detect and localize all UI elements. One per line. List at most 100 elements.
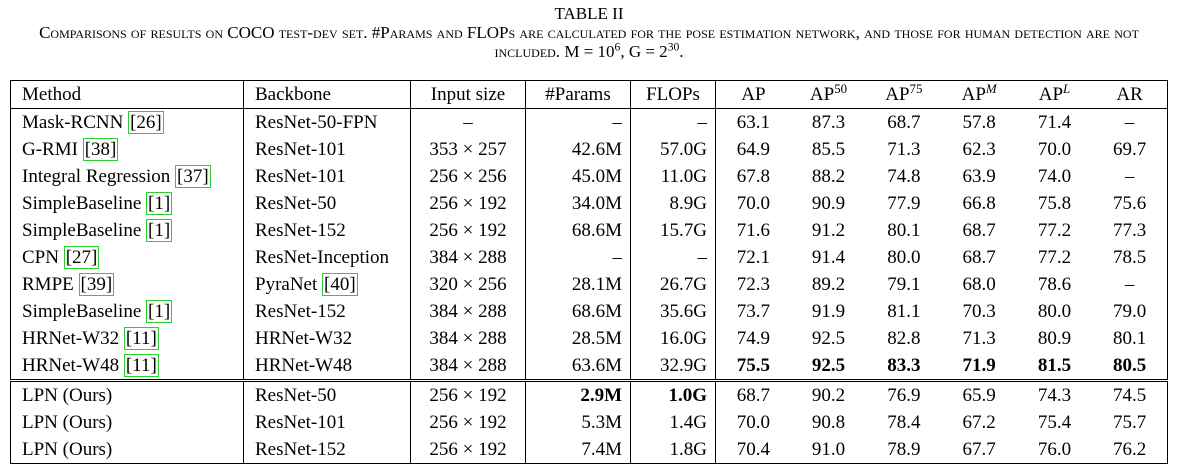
table-cell: ResNet-152 xyxy=(243,436,411,464)
header-cell: Backbone xyxy=(243,80,411,109)
table-cell: 76.2 xyxy=(1112,439,1147,460)
table-cell: 77.2 xyxy=(1037,247,1072,268)
header-superscript: M xyxy=(985,80,997,96)
caption-text: Comparisons of results on COCO test-dev … xyxy=(39,23,1139,61)
table-cell: 85.5 xyxy=(811,139,846,160)
table-cell: 16.0G xyxy=(630,325,716,352)
cell-text: CPN xyxy=(22,247,59,268)
table-cell: ResNet-50-FPN xyxy=(243,108,411,136)
cell-text: SimpleBaseline xyxy=(22,220,142,241)
table-cell: – xyxy=(525,244,631,271)
table-cell: 384 × 288 xyxy=(410,352,526,381)
table-cell: 320 × 256 xyxy=(410,271,526,298)
table-row: HRNet-W32 [11] HRNet-W32 384 × 288 28.5M 16.… xyxy=(10,325,1168,352)
table-cell: 80.1 xyxy=(1112,328,1147,349)
cell-text: G-RMI xyxy=(22,139,78,160)
table-cell: 71.6 xyxy=(736,220,771,241)
table-cell: 67.8 xyxy=(736,166,771,187)
table-cell: 28.1M xyxy=(525,271,631,298)
citation-link: [27] xyxy=(63,246,100,269)
table-cell: 63.9 xyxy=(962,166,996,187)
header-superscript: 75 xyxy=(909,80,923,96)
table-cell: – xyxy=(410,108,526,136)
table-cell: 34.0M xyxy=(525,190,631,217)
cell-text: Integral Regression xyxy=(22,166,171,187)
table-cell: 76.9 xyxy=(866,379,942,409)
header-text: AP xyxy=(741,84,766,105)
table-cell: SimpleBaseline [1] xyxy=(10,298,244,325)
table-cell: 71.4 xyxy=(1037,112,1072,133)
table-cell: 256 × 192 xyxy=(410,190,526,217)
table-cell: HRNet-W32 xyxy=(243,325,411,352)
table-cell: G-RMI [38] xyxy=(10,136,244,163)
table-cell: ResNet-152 xyxy=(243,217,411,244)
table-cell: 62.3 xyxy=(962,139,996,160)
table-cell: 74.5 xyxy=(1092,379,1168,409)
citation-link: [11] xyxy=(123,327,159,350)
table-cell: SimpleBaseline [1] xyxy=(10,190,244,217)
table-cell: 70.0 xyxy=(736,412,771,433)
cell-text: HRNet-W48 xyxy=(22,355,120,376)
table-cell: 57.0G xyxy=(630,136,716,163)
cell-text: SimpleBaseline xyxy=(22,193,142,214)
table-body: Mask-RCNN [26] ResNet-50-FPN – – –63.1 87.3 68… xyxy=(10,108,1168,464)
header-text: FLOPs xyxy=(646,84,700,105)
table-row: LPN (Ours) ResNet-50 256 × 192 2.9M 1.0G 68.7… xyxy=(10,379,1168,409)
table-cell: SimpleBaseline [1] xyxy=(10,217,244,244)
table-cell: 73.7 xyxy=(736,301,771,322)
table-cell: LPN (Ours) xyxy=(10,379,244,409)
table-cell: PyraNet [40] xyxy=(243,271,411,298)
table-cell: HRNet-W48 [11] xyxy=(10,352,244,381)
header-cell: FLOPs xyxy=(630,80,716,109)
header-cell: Method xyxy=(10,80,244,109)
table-cell: 35.6G xyxy=(630,298,716,325)
table-cell: 72.3 xyxy=(736,274,771,295)
table-cell: 88.2 xyxy=(811,166,846,187)
table-cell: 79.0 xyxy=(1112,301,1147,322)
table-cell: 65.9 xyxy=(941,379,1017,409)
table-cell: 68.7 xyxy=(715,379,791,409)
table-cell: ResNet-50 xyxy=(243,379,411,409)
table-cell: 82.8 xyxy=(887,328,921,349)
header-cell: APL xyxy=(1016,80,1093,109)
table-cell: 384 × 288 xyxy=(410,298,526,325)
table-cell: 80.9 xyxy=(1037,328,1072,349)
header-superscript: L xyxy=(1063,80,1071,96)
table-cell: 74.8 xyxy=(887,166,921,187)
results-table: Method Backbone Input size #Params FLOPs AP AP… xyxy=(10,80,1168,464)
citation-link: [1] xyxy=(146,219,173,242)
table-cell: 63.1 xyxy=(736,112,771,133)
table-cell: LPN (Ours) xyxy=(10,436,244,464)
table-cell: 92.5 xyxy=(811,328,846,349)
table-row: HRNet-W48 [11] HRNet-W48 384 × 288 63.6M 32.… xyxy=(10,352,1168,381)
table-cell: 70.0 xyxy=(736,193,771,214)
table-cell: – xyxy=(1124,274,1135,295)
table-row: SimpleBaseline [1] ResNet-50 256 × 192 34.0… xyxy=(10,190,1168,217)
table-cell: 67.2 xyxy=(962,412,996,433)
table-cell: 69.7 xyxy=(1112,139,1147,160)
header-row: Method Backbone Input size #Params FLOPs AP AP… xyxy=(10,80,1168,109)
table-cell: ResNet-101 xyxy=(243,163,411,190)
header-text: AP xyxy=(885,84,910,105)
table-cell: 256 × 192 xyxy=(410,436,526,464)
table-cell: ResNet-152 xyxy=(243,298,411,325)
table-cell: 91.9 xyxy=(811,301,846,322)
table-cell: 5.3M xyxy=(525,409,631,436)
header-cell: AR xyxy=(1092,80,1168,109)
table-cell: 91.0 xyxy=(811,439,846,460)
table-cell: 26.7G xyxy=(630,271,716,298)
table-cell: 70.4 xyxy=(736,439,771,460)
table-cell: CPN [27] xyxy=(10,244,244,271)
citation-link: [39] xyxy=(78,273,115,296)
table-cell: 87.3 xyxy=(811,112,846,133)
header-cell: AP75 xyxy=(866,80,942,109)
table-cell: 66.8 xyxy=(962,193,996,214)
table-cell: 71.9 xyxy=(962,355,996,376)
caption-math: M = 10 xyxy=(564,42,615,61)
table-cell: 75.4 xyxy=(1037,412,1072,433)
table-row: LPN (Ours) ResNet-101 256 × 192 5.3M 1.4G 70.… xyxy=(10,409,1168,436)
table-cell: 71.3 xyxy=(962,328,996,349)
table-cell: 79.1 xyxy=(887,274,921,295)
header-text: AP xyxy=(961,84,986,105)
